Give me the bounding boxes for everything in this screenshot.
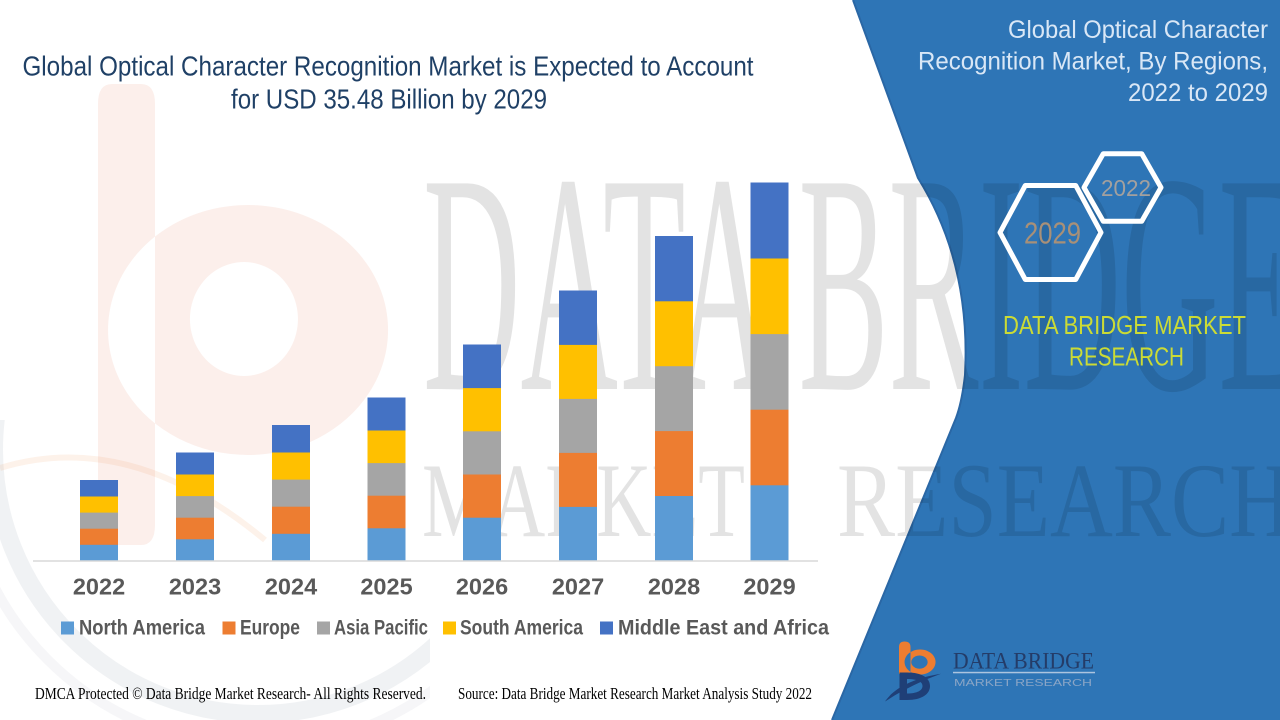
svg-text:Source: Data Bridge Market Res: Source: Data Bridge Market Research Mark… — [458, 684, 812, 703]
svg-text:RESEARCH: RESEARCH — [837, 442, 1280, 559]
svg-text:2029: 2029 — [1024, 216, 1081, 251]
svg-text:2026: 2026 — [456, 574, 508, 600]
svg-text:Recognition Market, By Regions: Recognition Market, By Regions, — [918, 48, 1268, 76]
svg-text:DATA BRIDGE: DATA BRIDGE — [953, 649, 1094, 674]
svg-text:2029: 2029 — [743, 574, 795, 600]
svg-text:Asia Pacific: Asia Pacific — [334, 616, 428, 640]
svg-text:Global Optical Character Recog: Global Optical Character Recognition Mar… — [23, 51, 754, 82]
svg-text:DMCA Protected © Data Bridge M: DMCA Protected © Data Bridge Market Rese… — [35, 684, 426, 703]
svg-text:South America: South America — [460, 616, 584, 640]
svg-text:2022 to 2029: 2022 to 2029 — [1128, 79, 1268, 107]
svg-text:2023: 2023 — [169, 574, 221, 600]
svg-text:2022: 2022 — [1101, 175, 1151, 201]
svg-text:2028: 2028 — [648, 574, 700, 600]
svg-text:for USD 35.48 Billion by 2029: for USD 35.48 Billion by 2029 — [231, 84, 547, 115]
svg-text:2024: 2024 — [265, 574, 317, 600]
svg-text:2027: 2027 — [552, 574, 604, 600]
svg-text:RESEARCH: RESEARCH — [1069, 342, 1184, 372]
svg-text:DATA BRIDGE: DATA BRIDGE — [423, 109, 1280, 457]
svg-text:Global Optical Character: Global Optical Character — [1008, 16, 1268, 44]
svg-text:MARKET RESEARCH: MARKET RESEARCH — [954, 678, 1092, 689]
svg-text:DATA BRIDGE MARKET: DATA BRIDGE MARKET — [1003, 310, 1246, 340]
svg-text:Middle East and Africa: Middle East and Africa — [618, 616, 830, 640]
svg-text:2022: 2022 — [73, 574, 125, 600]
svg-text:North America: North America — [79, 616, 206, 640]
svg-text:2025: 2025 — [360, 574, 412, 600]
svg-text:Europe: Europe — [240, 616, 300, 640]
